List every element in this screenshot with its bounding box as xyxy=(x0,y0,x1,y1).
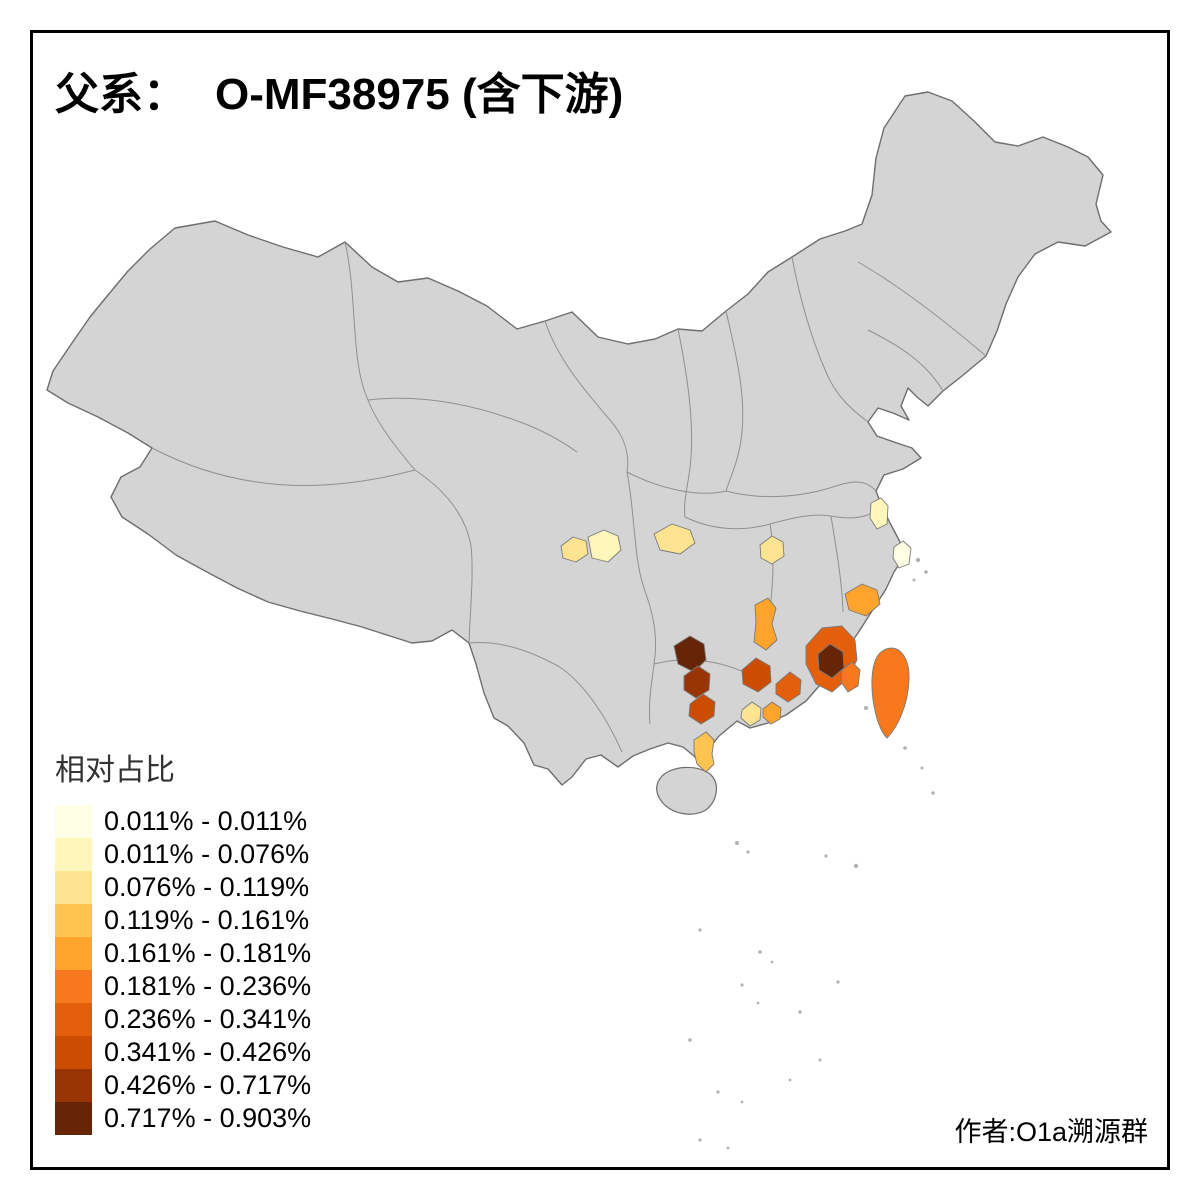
legend-swatch xyxy=(55,937,92,970)
legend-swatch xyxy=(55,805,92,838)
legend-item: 0.011% - 0.076% xyxy=(55,838,311,871)
legend-item: 0.341% - 0.426% xyxy=(55,1036,311,1069)
region-hunan-south xyxy=(741,657,772,693)
legend-label: 0.076% - 0.119% xyxy=(104,872,310,902)
region-sichuan-west xyxy=(560,536,589,563)
legend-swatch xyxy=(55,970,92,1003)
attribution: 作者:O1a溯源群 xyxy=(954,1117,1148,1147)
mainland-landmass xyxy=(46,91,1112,786)
page-title: 父系： O-MF38975 (含下游) xyxy=(55,58,623,122)
region-guizhou-north xyxy=(673,635,707,673)
region-guangdong-west xyxy=(740,701,762,727)
region-chongqing xyxy=(653,523,696,555)
legend-item: 0.236% - 0.341% xyxy=(55,1003,311,1036)
legend-label: 0.236% - 0.341% xyxy=(104,1004,312,1034)
region-hubei-south xyxy=(759,535,785,565)
legend-swatch xyxy=(55,1003,92,1036)
legend-item: 0.181% - 0.236% xyxy=(55,970,311,1003)
province-borders xyxy=(151,241,987,753)
region-taiwan xyxy=(871,647,910,739)
legend-swatch xyxy=(55,871,92,904)
legend-swatch xyxy=(55,1102,92,1135)
legend-swatch xyxy=(55,838,92,871)
region-guangdong-central xyxy=(775,671,802,703)
region-guizhou-south xyxy=(683,665,711,699)
title-main: O-MF38975 (含下游) xyxy=(215,70,624,119)
hainan-island xyxy=(656,766,717,815)
region-leizhou-peninsula xyxy=(693,731,715,773)
legend-label: 0.119% - 0.161% xyxy=(104,905,310,935)
legend-item: 0.011% - 0.011% xyxy=(55,805,311,838)
legend-label: 0.426% - 0.717% xyxy=(104,1070,312,1100)
legend-swatch xyxy=(55,1036,92,1069)
legend-label: 0.161% - 0.181% xyxy=(104,938,312,968)
legend-item: 0.076% - 0.119% xyxy=(55,871,311,904)
legend-swatch xyxy=(55,904,92,937)
legend: 相对占比 0.011% - 0.011% 0.011% - 0.076% 0.0… xyxy=(55,745,311,1135)
legend-item: 0.119% - 0.161% xyxy=(55,904,311,937)
legend-swatch xyxy=(55,1069,92,1102)
legend-label: 0.717% - 0.903% xyxy=(104,1103,312,1133)
legend-title: 相对占比 xyxy=(55,754,175,787)
title-prefix: 父系： xyxy=(55,69,187,120)
highlighted-regions xyxy=(560,497,912,773)
region-shanghai xyxy=(892,540,912,569)
legend-item: 0.426% - 0.717% xyxy=(55,1069,311,1102)
region-fujian-coast xyxy=(840,661,861,693)
legend-item: 0.161% - 0.181% xyxy=(55,937,311,970)
legend-item: 0.717% - 0.903% xyxy=(55,1102,311,1135)
region-sichuan-east xyxy=(587,529,622,563)
region-zhejiang xyxy=(844,583,881,617)
region-guangdong-east xyxy=(762,701,782,725)
region-hunan-north xyxy=(753,597,778,651)
legend-label: 0.341% - 0.426% xyxy=(104,1037,312,1067)
small-islands xyxy=(688,557,935,1150)
legend-label: 0.011% - 0.076% xyxy=(104,839,310,869)
region-guangxi-east xyxy=(688,693,716,725)
legend-label: 0.181% - 0.236% xyxy=(104,971,312,1001)
region-jiangsu-coast xyxy=(869,497,889,530)
legend-label: 0.011% - 0.011% xyxy=(104,806,308,836)
